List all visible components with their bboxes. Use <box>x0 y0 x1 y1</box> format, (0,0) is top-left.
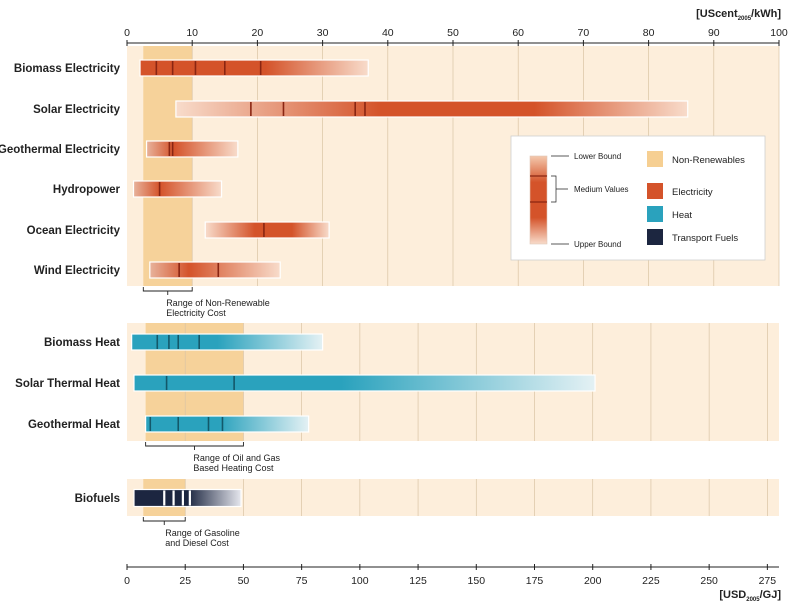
top-axis-ticks: 0 10 20 30 40 50 60 70 80 90 100 <box>124 27 788 46</box>
range-bar <box>132 180 223 198</box>
legend-swatch-transport-fuels <box>647 229 663 245</box>
legend-label-transport-fuels: Transport Fuels <box>672 233 738 244</box>
legend-label-electricity: Electricity <box>672 187 713 198</box>
category-label: Geothermal Heat <box>28 419 120 431</box>
category-label: Hydropower <box>53 184 121 196</box>
bottom-axis-tick-label: 275 <box>759 575 777 587</box>
range-bar <box>139 59 369 77</box>
category-label: Biomass Heat <box>44 337 120 349</box>
range-bar <box>145 140 239 158</box>
bottom-axis: 0 25 50 75 100 125 150 175 200 225 250 275 [USD2005… <box>124 564 781 603</box>
bottom-axis-tick-label: 50 <box>238 575 250 587</box>
bottom-axis-tick-label: 25 <box>179 575 191 587</box>
range-bar <box>133 374 596 392</box>
bottom-axis-tick-label: 75 <box>296 575 308 587</box>
nonrenewable-range-bracket <box>142 287 193 292</box>
legend-upper-bound-label: Upper Bound <box>574 240 621 249</box>
bottom-axis-tick-label: 150 <box>468 575 486 587</box>
legend-medium-values-label: Medium Values <box>574 185 629 194</box>
top-axis-tick-label: 50 <box>447 27 459 39</box>
bottom-axis-tick-label: 100 <box>351 575 369 587</box>
nonrenewable-range-label: Range of Non-Renewable <box>166 298 270 308</box>
top-axis-tick-label: 70 <box>578 27 590 39</box>
category-label: Solar Thermal Heat <box>15 378 120 390</box>
top-axis-tick-label: 90 <box>708 27 720 39</box>
legend-swatch-nonrenewables <box>647 151 663 167</box>
legend-swatch-heat <box>647 206 663 222</box>
nonrenewable-band-electricity <box>143 46 193 286</box>
range-bar <box>133 488 242 508</box>
bottom-axis-tick-label: 125 <box>409 575 427 587</box>
bottom-axis-unit: [USD2005/GJ] <box>719 589 781 603</box>
category-label: Geothermal Electricity <box>0 144 121 156</box>
nonrenewable-range-label: and Diesel Cost <box>165 538 229 548</box>
top-axis-tick-label: 10 <box>186 27 198 39</box>
range-bar <box>149 261 281 279</box>
legend-swatch-electricity <box>647 183 663 199</box>
bottom-axis-tick-label: 200 <box>584 575 602 587</box>
top-axis: [UScent2005/kWh] 0 10 20 30 40 50 60 70 80 90 100 <box>124 8 788 46</box>
legend-label-heat: Heat <box>672 210 692 221</box>
nonrenewable-range-bracket <box>142 517 186 522</box>
bottom-axis-tick-label: 175 <box>526 575 544 587</box>
legend-label-nonrenewables: Non-Renewables <box>672 155 745 166</box>
nonrenewable-range-label: Range of Oil and Gas <box>193 453 280 463</box>
range-bar <box>131 333 324 351</box>
range-bar <box>175 100 689 118</box>
legend-medium-bracket <box>551 175 568 203</box>
legend-box <box>510 135 766 261</box>
bottom-axis-tick-label: 250 <box>700 575 718 587</box>
nonrenewable-range-label: Electricity Cost <box>166 308 226 318</box>
top-axis-tick-label: 60 <box>512 27 524 39</box>
range-bar <box>204 221 330 239</box>
bottom-axis-tick-label: 0 <box>124 575 130 587</box>
nonrenewable-range-bracket <box>145 442 244 447</box>
legend-lower-bound-label: Lower Bound <box>574 152 621 161</box>
category-label: Solar Electricity <box>33 104 121 116</box>
bottom-axis-ticks: 0 25 50 75 100 125 150 175 200 225 250 275 <box>124 564 776 587</box>
bottom-axis-tick-label: 225 <box>642 575 660 587</box>
top-axis-tick-label: 30 <box>317 27 329 39</box>
top-axis-tick-label: 40 <box>382 27 394 39</box>
category-label: Biomass Electricity <box>14 63 121 75</box>
category-label: Biofuels <box>75 493 120 505</box>
legend: Lower Bound Medium Values Upper Bound No… <box>510 135 766 261</box>
legend-bound-bar <box>529 155 548 245</box>
category-labels: Biomass Electricity Solar Electricity Geot… <box>0 63 121 505</box>
nonrenewable-range-label: Range of Gasoline <box>165 528 240 538</box>
range-bar <box>145 415 310 433</box>
category-label: Ocean Electricity <box>27 225 121 237</box>
category-label: Wind Electricity <box>34 265 121 277</box>
top-axis-tick-label: 100 <box>770 27 788 39</box>
top-axis-unit: [UScent2005/kWh] <box>696 8 781 22</box>
top-axis-tick-label: 80 <box>643 27 655 39</box>
nonrenewable-range-label: Based Heating Cost <box>193 463 274 473</box>
top-axis-tick-label: 0 <box>124 27 130 39</box>
top-axis-tick-label: 20 <box>252 27 264 39</box>
